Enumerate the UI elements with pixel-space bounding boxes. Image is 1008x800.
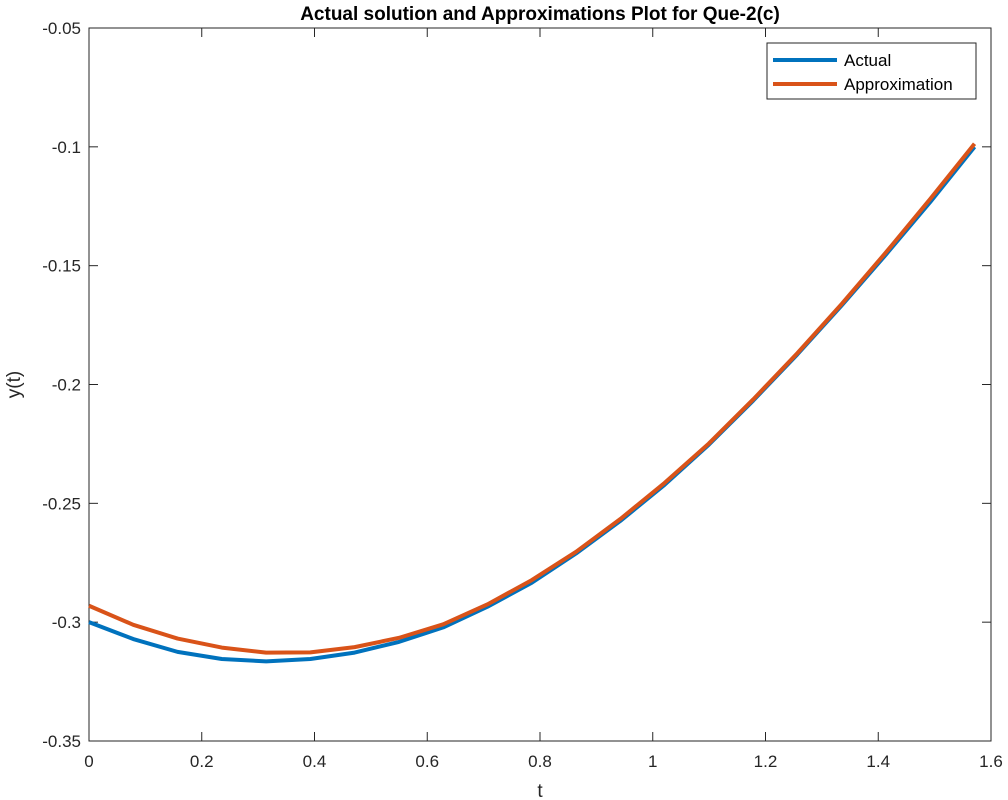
x-tick-label: 1.2: [754, 752, 778, 771]
x-tick-label: 1.4: [866, 752, 890, 771]
y-tick-label: -0.1: [52, 138, 81, 157]
x-tick-label: 0: [84, 752, 93, 771]
legend-label-approximation: Approximation: [844, 75, 953, 94]
x-tick-label: 1.6: [979, 752, 1003, 771]
y-tick-label: -0.35: [42, 732, 81, 751]
x-axis-label: t: [537, 781, 543, 800]
x-tick-label: 0.4: [303, 752, 327, 771]
x-tick-label: 0.2: [190, 752, 214, 771]
y-tick-label: -0.3: [52, 613, 81, 632]
y-tick-label: -0.25: [42, 494, 81, 513]
y-tick-label: -0.15: [42, 257, 81, 276]
legend: Actual Approximation: [766, 42, 977, 100]
legend-label-actual: Actual: [844, 51, 891, 70]
x-tick-label: 0.6: [415, 752, 439, 771]
y-tick-label: -0.05: [42, 19, 81, 38]
plot-area: [88, 27, 992, 742]
series-line-approximation: [88, 142, 977, 655]
legend-box: [766, 42, 977, 100]
x-tick-label: 1: [648, 752, 657, 771]
y-tick-label: -0.2: [52, 376, 81, 395]
x-tick-label: 0.8: [528, 752, 552, 771]
chart-title: Actual solution and Approximations Plot …: [300, 4, 780, 25]
y-axis-label: y(t): [4, 371, 25, 398]
